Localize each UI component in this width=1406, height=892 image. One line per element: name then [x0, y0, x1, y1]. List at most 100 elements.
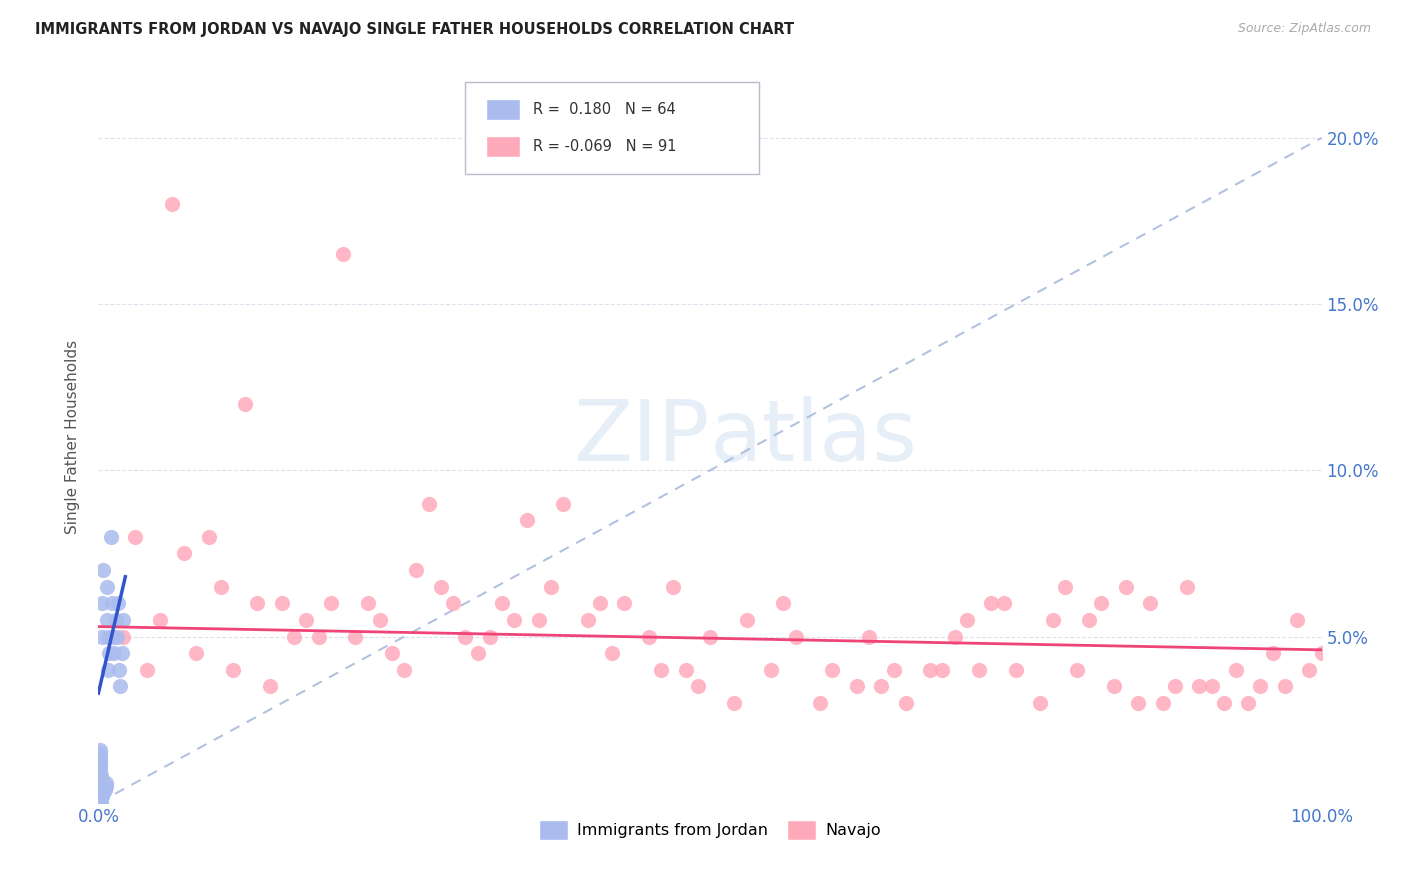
Point: [1053, 580, 1076, 594]
Point: [295, 613, 318, 627]
Point: [90, 792, 112, 806]
Point: [1249, 680, 1271, 694]
Point: [111, 630, 134, 644]
Y-axis label: Single Father Households: Single Father Households: [65, 340, 80, 534]
Point: [735, 613, 758, 627]
Point: [93, 779, 115, 793]
Point: [94, 779, 117, 793]
Point: [1175, 580, 1198, 594]
Point: [89, 763, 111, 777]
Point: [308, 630, 330, 644]
Point: [90, 779, 112, 793]
Point: [107, 596, 129, 610]
FancyBboxPatch shape: [486, 99, 520, 120]
Point: [90, 776, 112, 790]
Point: [1128, 696, 1150, 710]
Point: [91, 563, 114, 577]
Point: [97, 630, 120, 644]
Point: [90, 769, 112, 783]
Point: [368, 613, 391, 627]
Point: [430, 580, 453, 594]
Point: [97, 663, 120, 677]
Point: [110, 680, 132, 694]
Point: [589, 596, 612, 610]
Point: [418, 497, 440, 511]
Point: [1225, 663, 1247, 677]
FancyBboxPatch shape: [465, 82, 759, 174]
Point: [233, 397, 256, 411]
Point: [90, 789, 112, 804]
Point: [845, 680, 868, 694]
Point: [1310, 646, 1333, 660]
Point: [467, 646, 489, 660]
Point: [89, 786, 111, 800]
Point: [1115, 580, 1137, 594]
Point: [89, 765, 111, 780]
Point: [91, 776, 114, 790]
Point: [920, 663, 942, 677]
Point: [527, 613, 550, 627]
Point: [515, 513, 537, 527]
Point: [98, 646, 121, 660]
Legend: Immigrants from Jordan, Navajo: Immigrants from Jordan, Navajo: [533, 814, 887, 846]
Point: [90, 786, 112, 800]
Point: [173, 546, 195, 560]
Point: [89, 749, 111, 764]
Point: [699, 630, 721, 644]
Point: [89, 782, 111, 797]
Point: [90, 776, 112, 790]
Point: [89, 746, 111, 760]
Point: [90, 779, 112, 793]
Point: [91, 789, 114, 804]
Point: [89, 759, 111, 773]
Point: [149, 613, 172, 627]
FancyBboxPatch shape: [486, 136, 520, 157]
Point: [90, 796, 112, 810]
Point: [105, 630, 128, 644]
Point: [89, 796, 111, 810]
Point: [980, 596, 1002, 610]
Point: [332, 247, 354, 261]
Point: [1139, 596, 1161, 610]
Point: [956, 613, 979, 627]
Point: [91, 779, 114, 793]
Point: [931, 663, 953, 677]
Point: [675, 663, 697, 677]
Point: [222, 663, 245, 677]
Point: [454, 630, 477, 644]
Point: [870, 680, 893, 694]
Point: [283, 630, 305, 644]
Point: [894, 696, 917, 710]
Point: [91, 786, 114, 800]
Point: [89, 779, 111, 793]
Text: R = -0.069   N = 91: R = -0.069 N = 91: [533, 139, 676, 154]
Point: [1152, 696, 1174, 710]
Point: [392, 663, 416, 677]
Point: [90, 772, 112, 787]
Point: [686, 680, 709, 694]
Text: IMMIGRANTS FROM JORDAN VS NAVAJO SINGLE FATHER HOUSEHOLDS CORRELATION CHART: IMMIGRANTS FROM JORDAN VS NAVAJO SINGLE …: [35, 22, 794, 37]
Point: [650, 663, 672, 677]
Point: [1029, 696, 1052, 710]
Text: R =  0.180   N = 64: R = 0.180 N = 64: [533, 102, 675, 117]
Point: [91, 782, 114, 797]
Point: [186, 646, 208, 660]
Point: [91, 630, 114, 644]
Point: [1164, 680, 1187, 694]
Point: [1090, 596, 1112, 610]
Point: [637, 630, 661, 644]
Point: [723, 696, 745, 710]
Point: [613, 596, 636, 610]
Point: [503, 613, 526, 627]
Point: [111, 646, 134, 660]
Point: [89, 772, 111, 787]
Point: [967, 663, 990, 677]
Point: [89, 776, 111, 790]
Point: [1261, 646, 1284, 660]
Point: [1201, 680, 1223, 694]
Point: [491, 596, 513, 610]
Point: [381, 646, 404, 660]
Point: [89, 742, 111, 756]
Text: atlas: atlas: [710, 395, 918, 479]
Point: [91, 782, 114, 797]
